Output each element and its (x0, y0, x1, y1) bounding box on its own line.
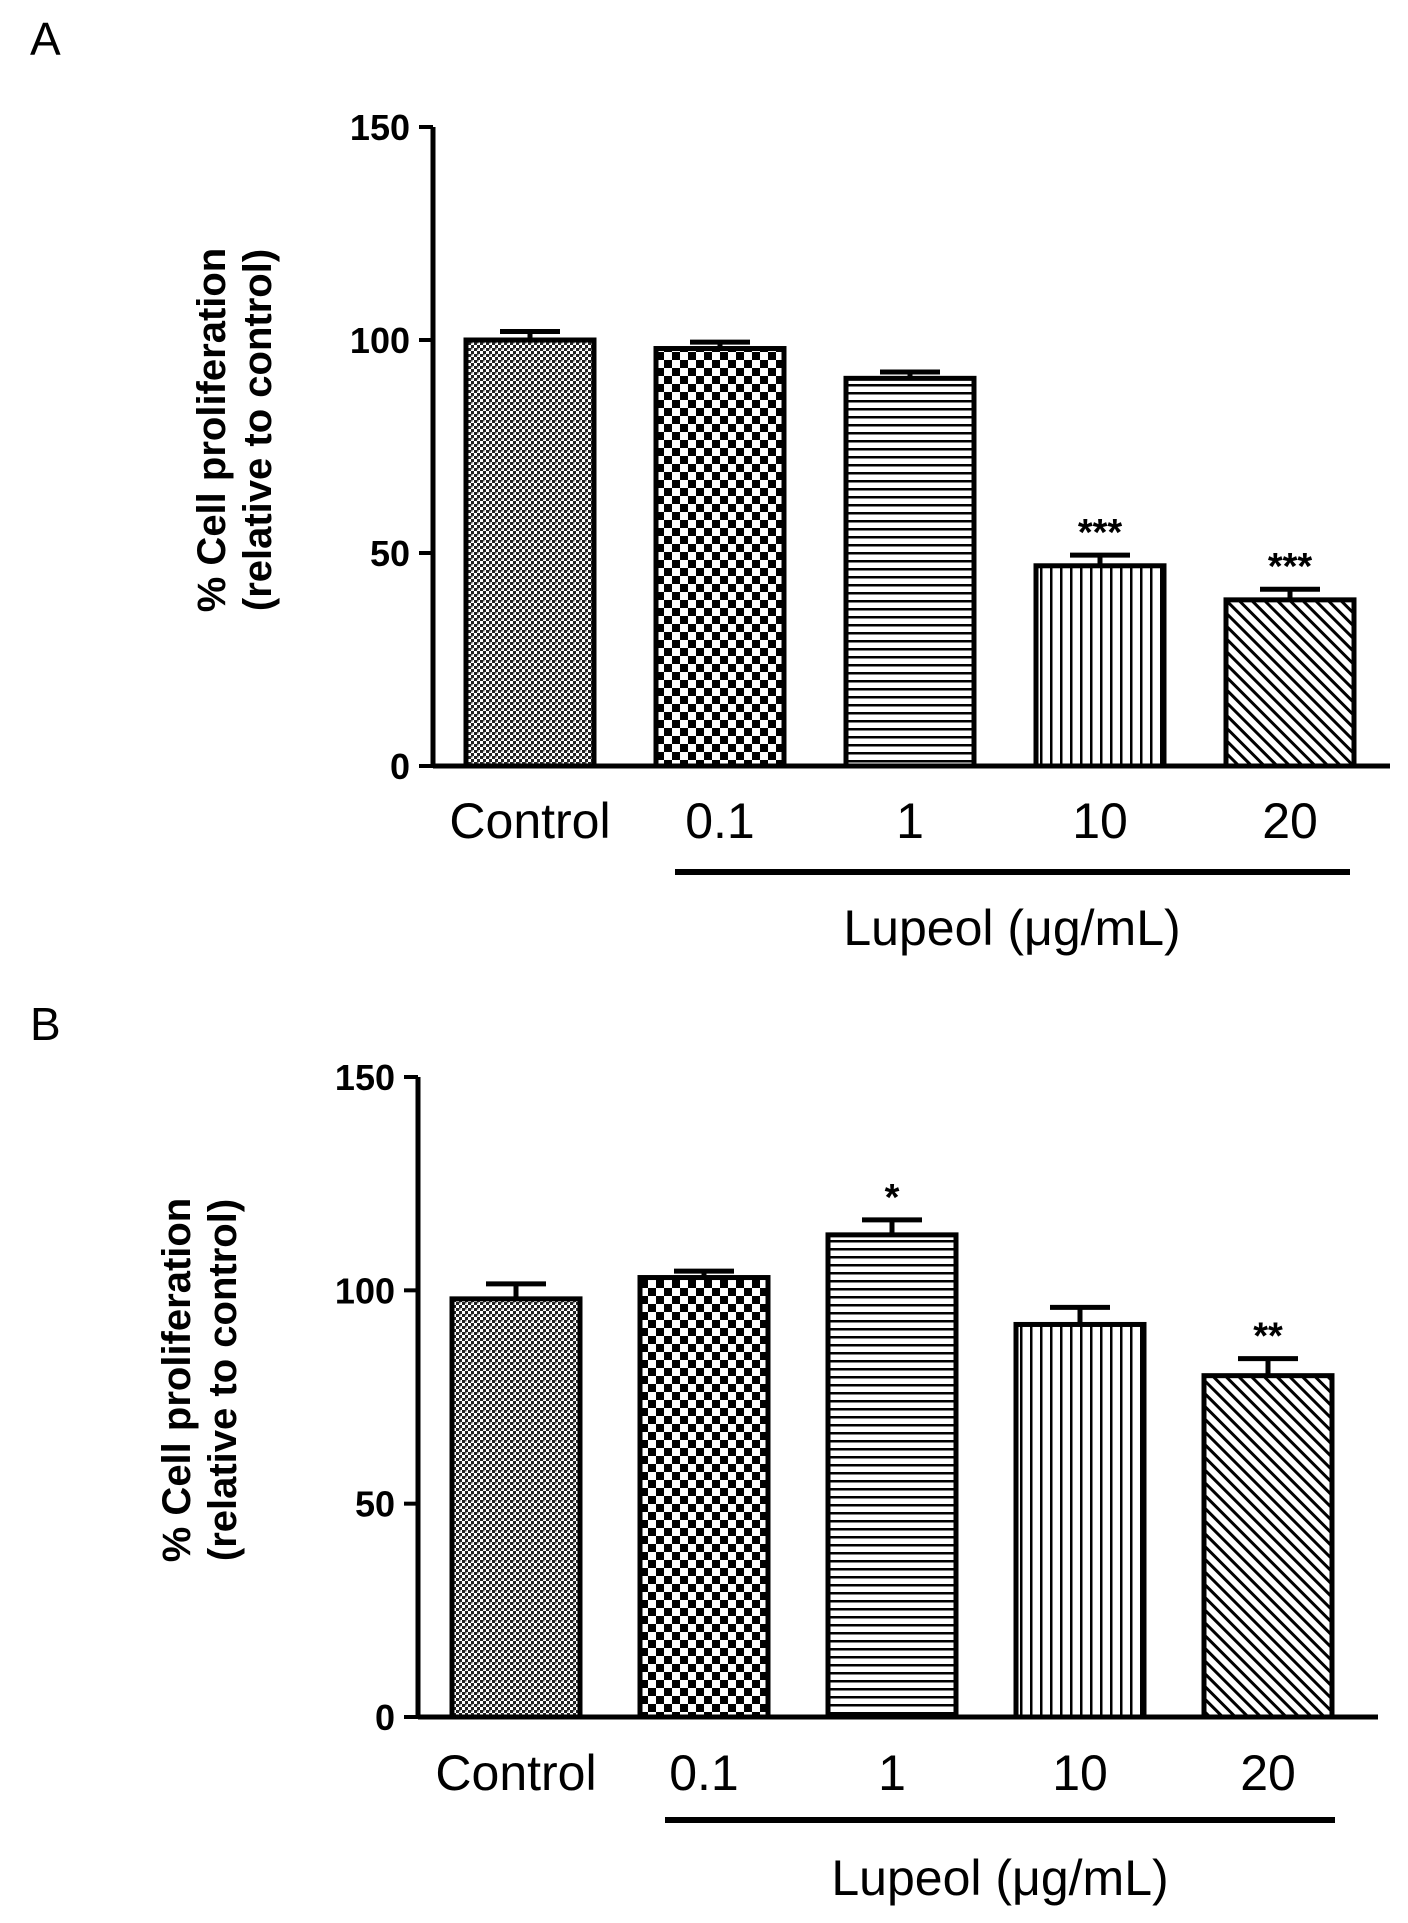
category-label: 1 (878, 1745, 906, 1801)
bar-1 (825, 1232, 959, 1720)
y-tick-label: 50 (370, 533, 410, 574)
y-axis-label-line1: % Cell proliferation (190, 248, 234, 613)
y-axis-title: % Cell proliferation (relative to contro… (155, 1198, 245, 1563)
y-tick-label: 100 (350, 320, 410, 361)
y-tick-label: 50 (355, 1484, 395, 1525)
category-labels: Control 0.1 1 10 20 (435, 1745, 1295, 1801)
bar-Control (463, 337, 597, 769)
category-label: 0.1 (685, 793, 755, 849)
bar-Control (449, 1296, 583, 1720)
panel-a: A % Cell proliferation (relative to cont… (30, 13, 1390, 956)
axes (415, 1077, 1378, 1720)
category-label: 1 (896, 793, 924, 849)
bars (463, 337, 1357, 769)
bar-20 (1223, 597, 1357, 769)
category-label: 0.1 (669, 1745, 739, 1801)
significance-marker: *** (1268, 546, 1313, 588)
x-axis-label: Lupeol (μg/mL) (843, 900, 1180, 956)
y-axis-label-line2: (relative to control) (236, 249, 280, 611)
bar-20 (1201, 1373, 1335, 1720)
panel-label: B (30, 998, 61, 1050)
bar-0.1 (637, 1275, 771, 1720)
panel-b: B % Cell proliferation (relative to cont… (30, 998, 1378, 1906)
axes (430, 127, 1390, 769)
significance-marker: ** (1253, 1316, 1283, 1358)
category-label: 10 (1072, 793, 1128, 849)
category-label: 20 (1240, 1745, 1296, 1801)
significance-markers: *** (885, 1177, 1283, 1358)
bar-0.1 (653, 346, 787, 769)
y-ticks: 0 50 100 150 (335, 1057, 418, 1738)
bar-10 (1033, 563, 1167, 769)
category-label: Control (449, 793, 610, 849)
y-tick-label: 150 (350, 107, 410, 148)
bar-10 (1013, 1321, 1147, 1720)
significance-marker: *** (1078, 512, 1123, 554)
y-tick-label: 150 (335, 1057, 395, 1098)
significance-marker: * (885, 1177, 900, 1219)
y-tick-label: 100 (335, 1270, 395, 1311)
error-bars (486, 1217, 1298, 1376)
y-axis-label-line1: % Cell proliferation (155, 1198, 199, 1563)
category-labels: Control 0.1 1 10 20 (449, 793, 1317, 849)
error-bars (500, 328, 1320, 600)
y-tick-label: 0 (375, 1697, 395, 1738)
y-ticks: 0 50 100 150 (350, 107, 433, 787)
y-axis-title: % Cell proliferation (relative to contro… (190, 248, 280, 613)
y-tick-label: 0 (390, 746, 410, 787)
bars (449, 1232, 1335, 1720)
y-axis-label-line2: (relative to control) (201, 1199, 245, 1561)
bar-1 (843, 375, 977, 769)
category-label: Control (435, 1745, 596, 1801)
category-label: 10 (1052, 1745, 1108, 1801)
significance-markers: *** *** (1078, 512, 1313, 588)
category-label: 20 (1262, 793, 1318, 849)
panel-label: A (30, 13, 61, 65)
x-axis-label: Lupeol (μg/mL) (831, 1850, 1168, 1906)
